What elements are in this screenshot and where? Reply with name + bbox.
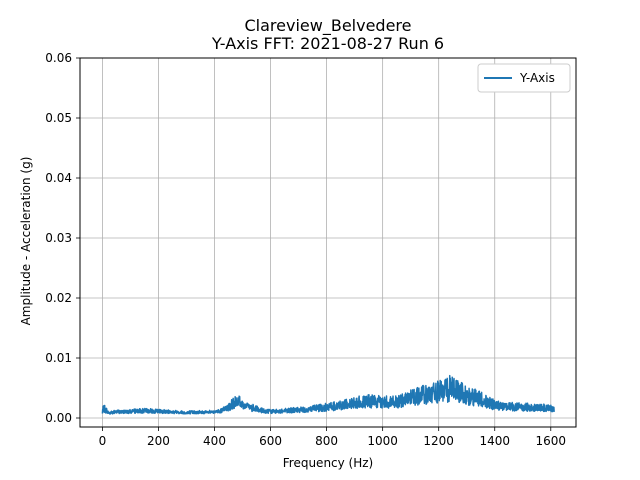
plot-frame: [79, 57, 577, 428]
series-line-y-axis: [101, 374, 555, 415]
axis-ticks: 0 200 400 600 800 1000 1200 1400 1600 0.00 0.01 0.0…: [45, 51, 566, 448]
x-tick-label: 800: [315, 434, 338, 448]
x-tick-label: 200: [147, 434, 170, 448]
chart-title: Clareview_Belvedere: [245, 16, 412, 36]
grid: [80, 57, 576, 427]
x-tick-label: 1200: [423, 434, 454, 448]
y-tick-label: 0.06: [45, 51, 72, 65]
y-tick-label: 0.01: [45, 351, 72, 365]
legend-box: [477, 63, 571, 93]
y-tick-label: 0.05: [45, 111, 72, 125]
y-tick-label: 0.03: [45, 231, 72, 245]
x-tick-label: 1400: [479, 434, 510, 448]
x-tick-label: 1000: [367, 434, 398, 448]
data-area: [101, 374, 555, 415]
y-tick-label: 0.04: [45, 171, 72, 185]
x-tick-label: 400: [203, 434, 226, 448]
legend: Y-Axis: [477, 63, 571, 93]
x-tick-label: 1600: [536, 434, 567, 448]
chart-subtitle: Y-Axis FFT: 2021-08-27 Run 6: [211, 34, 444, 53]
y-tick-label: 0.02: [45, 291, 72, 305]
x-axis-label: Frequency (Hz): [283, 456, 374, 470]
x-tick-label: 600: [259, 434, 282, 448]
y-axis-label: Amplitude - Acceleration (g): [19, 157, 33, 326]
y-tick-label: 0.00: [45, 411, 72, 425]
x-tick-label: 0: [99, 434, 107, 448]
legend-label-y-axis: Y-Axis: [519, 71, 555, 85]
